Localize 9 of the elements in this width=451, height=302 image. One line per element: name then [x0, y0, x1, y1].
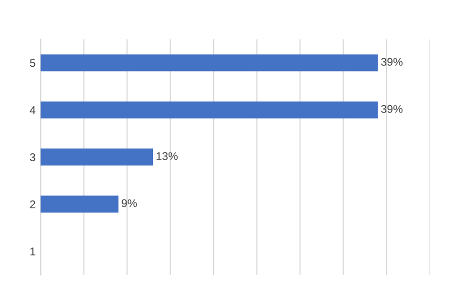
y-tick-label: 5 — [30, 59, 36, 67]
data-label: 39% — [381, 58, 403, 66]
y-tick-label: 1 — [30, 248, 36, 256]
y-tick-label: 4 — [30, 106, 36, 114]
y-tick-label: 2 — [30, 200, 36, 208]
data-label: 13% — [156, 152, 178, 160]
data-label: 9% — [122, 199, 137, 208]
data-label: 39% — [381, 105, 403, 113]
y-tick-label: 3 — [30, 153, 36, 162]
